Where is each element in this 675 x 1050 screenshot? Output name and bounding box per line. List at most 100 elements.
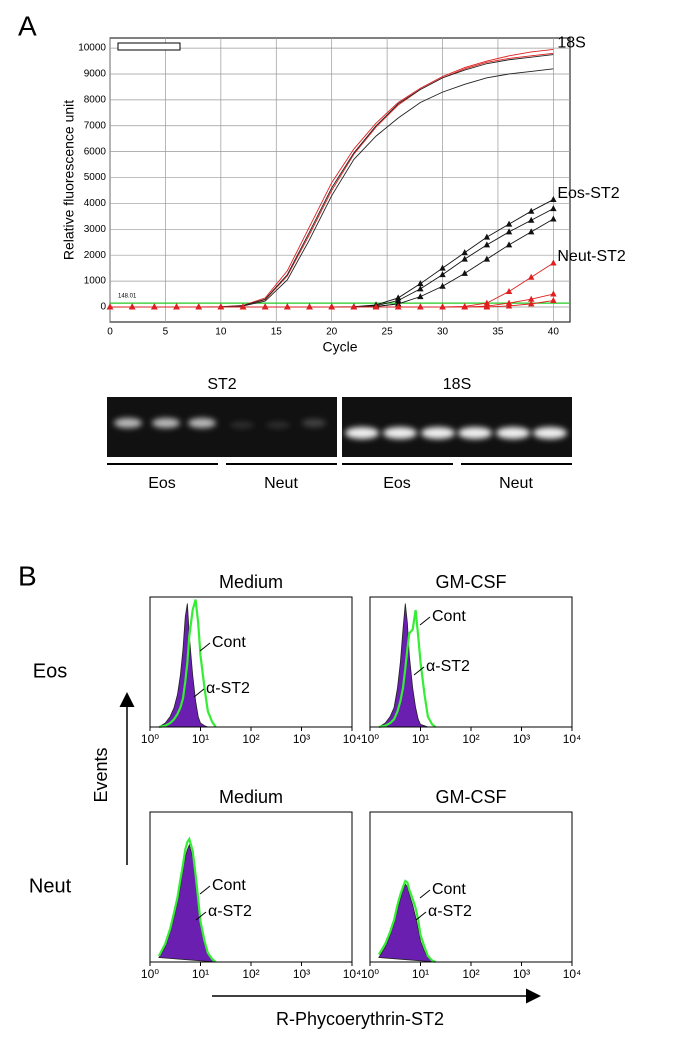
leader-line [195,911,207,921]
gel-image [342,397,572,457]
y-axis-label: Events [91,747,111,802]
marker [461,249,468,256]
marker [439,282,446,289]
x-tick-label: 10¹ [192,967,209,981]
marker [528,295,535,302]
marker [550,215,557,222]
x-tick-label: 10¹ [412,732,429,746]
marker [505,220,513,227]
marker [394,297,402,304]
threshold-label: 148.01 [118,294,137,300]
marker [505,287,513,294]
x-tick-label: 35 [492,327,504,338]
x-axis-label: Cycle [322,339,357,355]
series-label: Eos-ST2 [557,185,619,202]
x-tick-label: 10² [462,967,479,981]
marker [528,216,535,223]
marker [483,255,491,262]
gel-image [107,397,337,457]
x-tick-label: 10⁰ [141,967,159,981]
marker [550,297,557,304]
x-tick-label: 10² [242,732,259,746]
group-label: Neut [499,475,533,492]
leader-line [199,642,211,652]
series-label: 18S [557,35,585,52]
y-tick-label: 10000 [78,43,106,54]
marker [394,303,402,310]
histogram-fill [378,883,436,963]
x-tick-label: 10⁴ [563,732,582,746]
marker [528,228,535,235]
marker [483,303,491,310]
histogram-line [158,599,217,729]
marker [128,303,136,310]
x-tick-label: 10³ [513,732,530,746]
series-label: Cont [432,881,466,898]
marker [550,205,557,212]
x-tick-label: 10⁴ [563,967,582,981]
series-label: Cont [432,608,466,625]
group-label: Eos [148,475,176,492]
x-tick-label: 10³ [513,967,530,981]
leader-line [419,889,431,899]
marker [284,303,291,310]
x-tick-label: 10³ [293,967,310,981]
marker [461,303,468,310]
marker [439,271,446,278]
histogram-line [378,609,437,729]
y-tick-label: 0 [100,302,106,313]
x-axis-label: R-Phycoerythrin-ST2 [276,1009,444,1029]
marker [239,303,247,310]
panel-title: GM-CSF [436,787,507,807]
marker [417,303,424,310]
x-tick-label: 10¹ [192,732,209,746]
histogram-line [377,879,437,964]
marker [483,233,491,240]
marker [439,303,446,310]
series-label: α-ST2 [426,658,470,675]
marker [528,273,535,280]
marker [528,207,535,214]
series-label: α-ST2 [428,903,472,920]
group-label: Eos [383,475,411,492]
marker [505,241,513,248]
y-tick-label: 3000 [84,224,107,235]
series-label: Cont [212,634,246,651]
x-tick-label: 30 [437,327,449,338]
y-tick-label: 6000 [84,146,107,157]
marker [372,303,380,310]
series-label: Cont [212,877,246,894]
marker [461,255,468,262]
leader-line [193,688,205,698]
marker [417,293,424,300]
marker [328,303,335,310]
marker [195,303,202,310]
x-tick-label: 10² [462,732,479,746]
gel-title: ST2 [207,376,236,393]
group-label: Neut [264,475,298,492]
row-label: Eos [33,660,67,682]
marker [528,300,535,307]
leader-line [199,885,211,895]
marker [306,303,313,310]
marker [505,228,513,235]
marker [261,303,269,310]
marker [350,303,358,310]
panel-title: Medium [219,572,283,592]
x-tick-label: 40 [548,327,560,338]
panel-label: A [18,10,37,41]
marker [483,299,491,306]
marker [550,259,557,266]
series-label: α-ST2 [208,903,252,920]
marker [483,241,491,248]
marker [461,269,468,276]
x-tick-label: 10⁰ [361,732,379,746]
y-tick-label: 1000 [84,276,107,287]
marker [417,285,424,292]
marker [151,303,158,310]
leader-line [419,616,431,626]
marker [550,196,557,203]
y-tick-label: 5000 [84,172,107,183]
leader-line [413,666,425,676]
